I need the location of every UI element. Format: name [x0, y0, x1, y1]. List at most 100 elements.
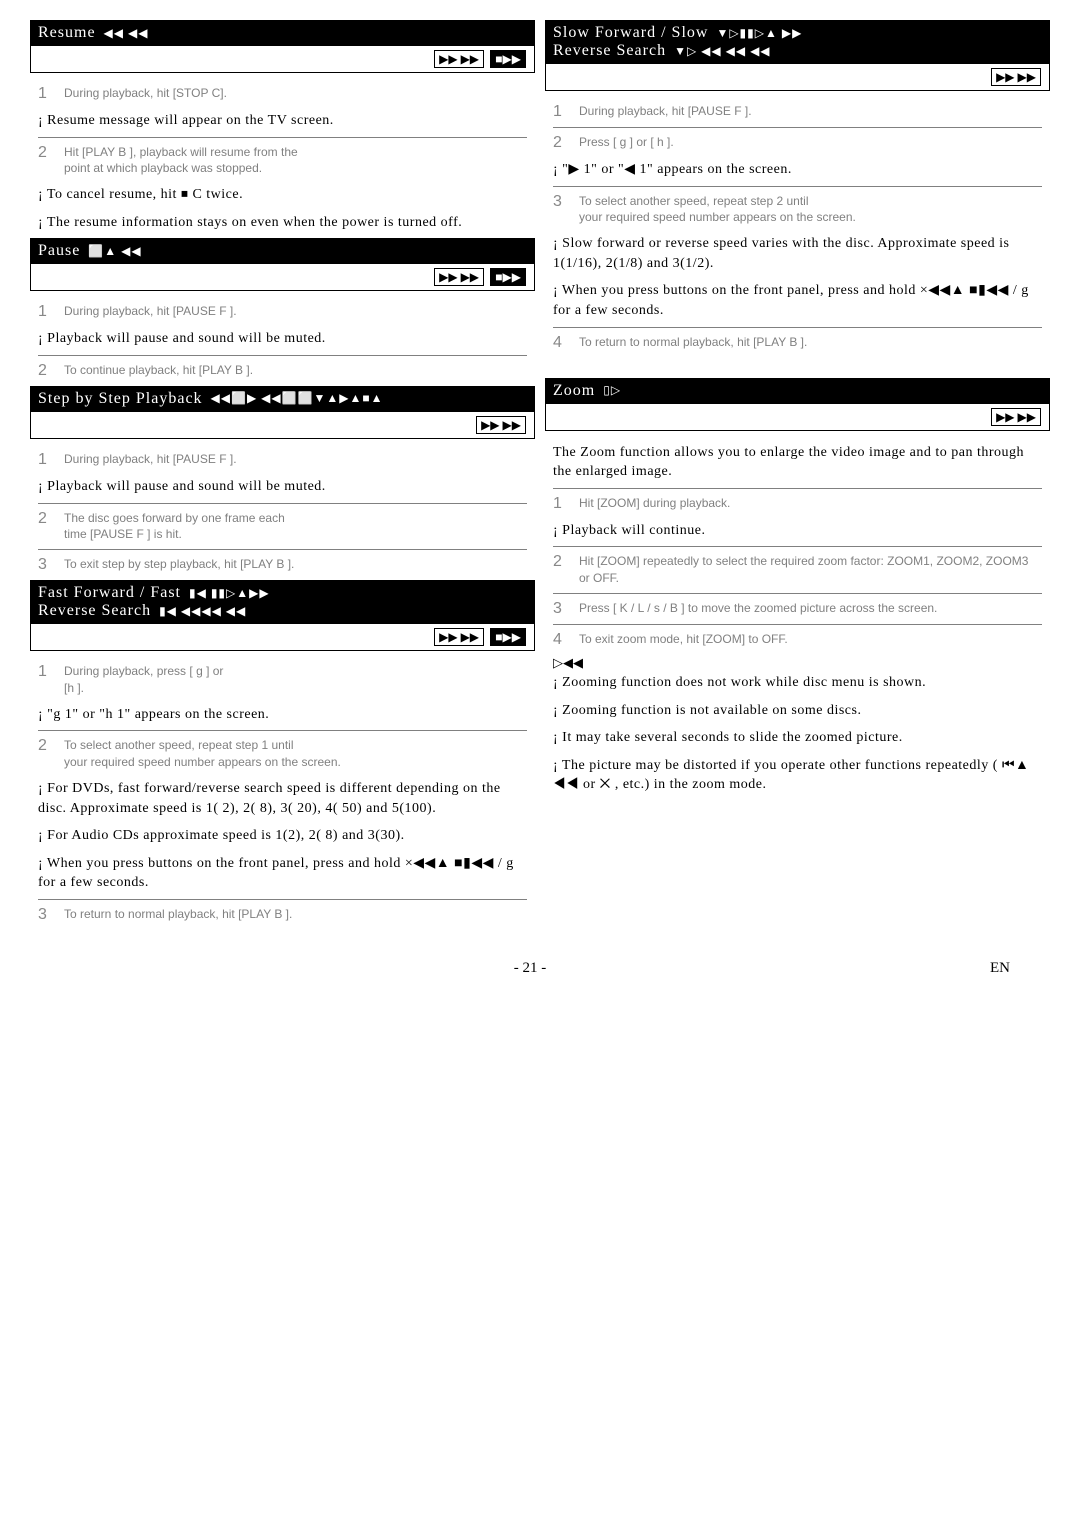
step-number: 1: [38, 451, 54, 469]
slow-rev-icon: ▼▷ ◀◀ ◀◀ ◀◀: [674, 44, 770, 59]
dvd-icon: ▶▶ ▶▶: [434, 628, 484, 646]
step-text: Hit [PLAY B ], playback will resume from…: [64, 144, 298, 178]
prev-next-icon: ×◀◀▲ ■▮◀◀: [405, 856, 494, 871]
step-number: 3: [553, 193, 569, 211]
step: 1 During playback, hit [PAUSE F ].: [30, 445, 535, 475]
spacer: [545, 358, 1050, 378]
section-title-line1: Fast Forward / Fast: [38, 584, 181, 602]
step: 2 Press [ g ] or [ h ].: [545, 128, 1050, 158]
frame-icon: ◀◀⬜▶ ◀◀⬜⬜▼▲▶▲■▲: [211, 391, 384, 406]
step: 4 To return to normal playback, hit [PLA…: [545, 328, 1050, 358]
step-number: 1: [38, 85, 54, 103]
media-format-icons: ▶▶ ▶▶ ■▶▶: [30, 624, 535, 651]
step-number: 2: [38, 144, 54, 162]
note: When you press buttons on the front pane…: [30, 852, 535, 899]
rewind-icon: ◀◀ ◀◀: [104, 26, 149, 41]
step: 1 During playback, hit [STOP C].: [30, 79, 535, 109]
pause-icon: ⬜▲ ◀◀: [88, 244, 141, 259]
step: 3 To select another speed, repeat step 2…: [545, 187, 1050, 233]
step-text: Hit [ZOOM] repeatedly to select the requ…: [579, 553, 1042, 587]
step-text: To exit step by step playback, hit [PLAY…: [64, 556, 294, 573]
note: To cancel resume, hit ⏹ C twice.: [30, 183, 535, 211]
step-number: 4: [553, 334, 569, 352]
step-text: Press [ g ] or [ h ].: [579, 134, 674, 151]
step-number: 1: [553, 103, 569, 121]
section-header-fastforward: Fast Forward / Fast ▮◀ ▮▮▷▲▶▶ Reverse Se…: [30, 580, 535, 624]
step-text: To exit zoom mode, hit [ZOOM] to OFF.: [579, 631, 788, 648]
step: 3 To return to normal playback, hit [PLA…: [30, 900, 535, 930]
page-number: - 21 -: [514, 960, 547, 977]
step-number: 2: [553, 553, 569, 571]
step-text: The disc goes forward by one frame each …: [64, 510, 285, 544]
section-title-line2: Reverse Search: [553, 42, 666, 60]
step-text: To select another speed, repeat step 2 u…: [579, 193, 856, 227]
left-column: Resume ◀◀ ◀◀ ▶▶ ▶▶ ■▶▶ 1 During playback…: [30, 20, 535, 930]
media-format-icons: ▶▶ ▶▶: [30, 412, 535, 439]
note: "▶ 1" or "◀ 1" appears on the screen.: [545, 158, 1050, 186]
note-icon-row: ▷◀◀: [545, 655, 1050, 671]
page-footer: - 21 - EN: [30, 960, 1050, 977]
dvd-icon: ▶▶ ▶▶: [991, 408, 1041, 426]
step-text: To return to normal playback, hit [PLAY …: [579, 334, 807, 351]
step: 4 To exit zoom mode, hit [ZOOM] to OFF.: [545, 625, 1050, 655]
dvd-icon: ▶▶ ▶▶: [476, 416, 526, 434]
note: Zooming function is not available on som…: [545, 699, 1050, 727]
section-title: Pause: [38, 242, 80, 260]
ff-icon: ▮◀ ▮▮▷▲▶▶: [189, 586, 270, 601]
step-number: 1: [38, 303, 54, 321]
cd-icon: ■▶▶: [490, 628, 526, 646]
step-number: 2: [38, 362, 54, 380]
media-format-icons: ▶▶ ▶▶: [545, 64, 1050, 91]
media-format-icons: ▶▶ ▶▶ ■▶▶: [30, 264, 535, 291]
slow-fwd-icon: ▼▷▮▮▷▲ ▶▶: [716, 26, 802, 41]
step: 1 During playback, press [ g ] or [h ].: [30, 657, 535, 703]
step: 2 Hit [ZOOM] repeatedly to select the re…: [545, 547, 1050, 593]
zoom-icon: ▯▷: [603, 383, 621, 398]
section-header-stepbystep: Step by Step Playback ◀◀⬜▶ ◀◀⬜⬜▼▲▶▲■▲: [30, 386, 535, 412]
step-text: To return to normal playback, hit [PLAY …: [64, 906, 292, 923]
section-intro: The Zoom function allows you to enlarge …: [545, 437, 1050, 488]
step-text: To continue playback, hit [PLAY B ].: [64, 362, 253, 379]
step: 1 Hit [ZOOM] during playback.: [545, 489, 1050, 519]
step: 2 To select another speed, repeat step 1…: [30, 731, 535, 777]
media-format-icons: ▶▶ ▶▶: [545, 404, 1050, 431]
note: Playback will continue.: [545, 519, 1050, 547]
section-header-pause: Pause ⬜▲ ◀◀: [30, 238, 535, 264]
note: Playback will pause and sound will be mu…: [30, 475, 535, 503]
stop-icon: ⏹: [181, 187, 189, 202]
step-number: 1: [38, 663, 54, 681]
note: The picture may be distorted if you oper…: [545, 754, 1050, 801]
section-title: Step by Step Playback: [38, 390, 203, 408]
section-title: Zoom: [553, 382, 595, 400]
right-column: Slow Forward / Slow ▼▷▮▮▷▲ ▶▶ Reverse Se…: [545, 20, 1050, 930]
step-text: During playback, hit [PAUSE F ].: [64, 303, 237, 320]
step-text: Press [ K / L / s / B ] to move the zoom…: [579, 600, 937, 617]
section-header-slow: Slow Forward / Slow ▼▷▮▮▷▲ ▶▶ Reverse Se…: [545, 20, 1050, 64]
step-text: To select another speed, repeat step 1 u…: [64, 737, 341, 771]
step-text: Hit [ZOOM] during playback.: [579, 495, 730, 512]
section-header-zoom: Zoom ▯▷: [545, 378, 1050, 404]
note: Zooming function does not work while dis…: [545, 671, 1050, 699]
media-format-icons: ▶▶ ▶▶ ■▶▶: [30, 46, 535, 73]
dvd-icon: ▶▶ ▶▶: [991, 68, 1041, 86]
note: "g 1" or "h 1" appears on the screen.: [30, 703, 535, 731]
step-number: 3: [38, 906, 54, 924]
step-number: 3: [38, 556, 54, 574]
step-number: 2: [38, 510, 54, 528]
step-text: During playback, hit [PAUSE F ].: [64, 451, 237, 468]
section-title-line1: Slow Forward / Slow: [553, 24, 708, 42]
note: Playback will pause and sound will be mu…: [30, 327, 535, 355]
step: 1 During playback, hit [PAUSE F ].: [30, 297, 535, 327]
cd-icon: ■▶▶: [490, 50, 526, 68]
note: For Audio CDs approximate speed is 1(2),…: [30, 824, 535, 852]
note: Resume message will appear on the TV scr…: [30, 109, 535, 137]
rw-icon: ▮◀ ◀◀◀◀ ◀◀: [159, 604, 246, 619]
page-lang: EN: [990, 960, 1010, 977]
step-number: 2: [38, 737, 54, 755]
step: 3 To exit step by step playback, hit [PL…: [30, 550, 535, 580]
section-header-resume: Resume ◀◀ ◀◀: [30, 20, 535, 46]
section-title-line2: Reverse Search: [38, 602, 151, 620]
step: 2 The disc goes forward by one frame eac…: [30, 504, 535, 550]
step: 2 To continue playback, hit [PLAY B ].: [30, 356, 535, 386]
step-number: 4: [553, 631, 569, 649]
